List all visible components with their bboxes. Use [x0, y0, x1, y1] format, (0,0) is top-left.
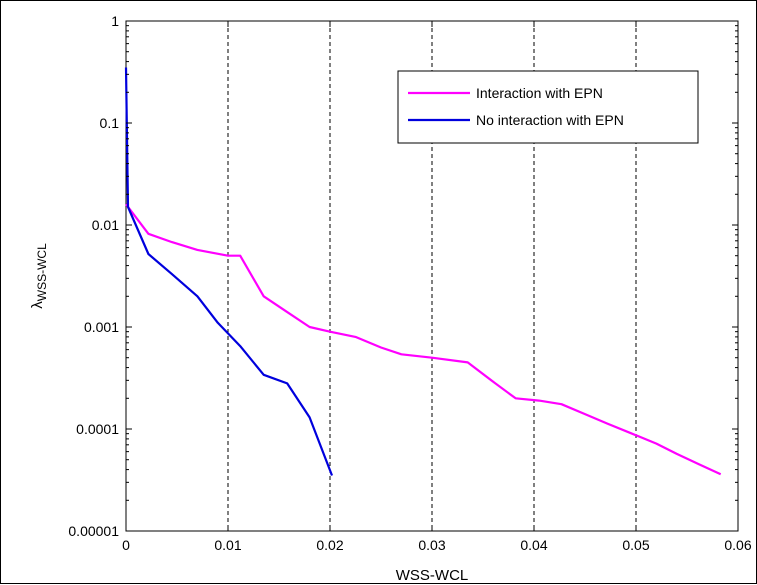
- series-line-1: [124, 67, 334, 476]
- legend-label-0: Interaction with EPN: [476, 85, 603, 101]
- y-tick-label-5: 1: [111, 13, 119, 29]
- x-tick-label-6: 0.06: [724, 537, 751, 553]
- y-axis-label-subscript: WSS-WCL: [35, 243, 49, 301]
- series-line-0: [125, 203, 722, 476]
- ticks-layer: 0 0.01 0.02 0.03 0.04 0.05 0.06 0.00001 0.0001 0.…: [68, 13, 751, 553]
- legend-label-1: No interaction with EPN: [476, 112, 624, 128]
- x-axis-label: WSS-WCL: [396, 567, 469, 584]
- y-axis-label-symbol: λ: [29, 301, 46, 309]
- y-axis-label: λWSS-WCL: [29, 243, 49, 309]
- series-layer: [124, 67, 722, 476]
- x-tick-label-1: 0.01: [214, 537, 241, 553]
- x-tick-label-0: 0: [122, 537, 130, 553]
- y-tick-label-2: 0.001: [84, 319, 119, 335]
- x-tick-label-2: 0.02: [316, 537, 343, 553]
- x-tick-label-4: 0.04: [520, 537, 547, 553]
- x-tick-label-3: 0.03: [418, 537, 445, 553]
- legend: Interaction with EPN No interaction with …: [397, 70, 699, 144]
- y-tick-label-3: 0.01: [92, 217, 119, 233]
- legend-box: [397, 70, 699, 144]
- legend-entries: Interaction with EPN No interaction with …: [408, 85, 624, 128]
- y-tick-label-1: 0.0001: [76, 421, 119, 437]
- y-tick-label-4: 0.1: [100, 115, 120, 131]
- x-tick-label-5: 0.05: [622, 537, 649, 553]
- y-tick-label-0: 0.00001: [68, 523, 119, 539]
